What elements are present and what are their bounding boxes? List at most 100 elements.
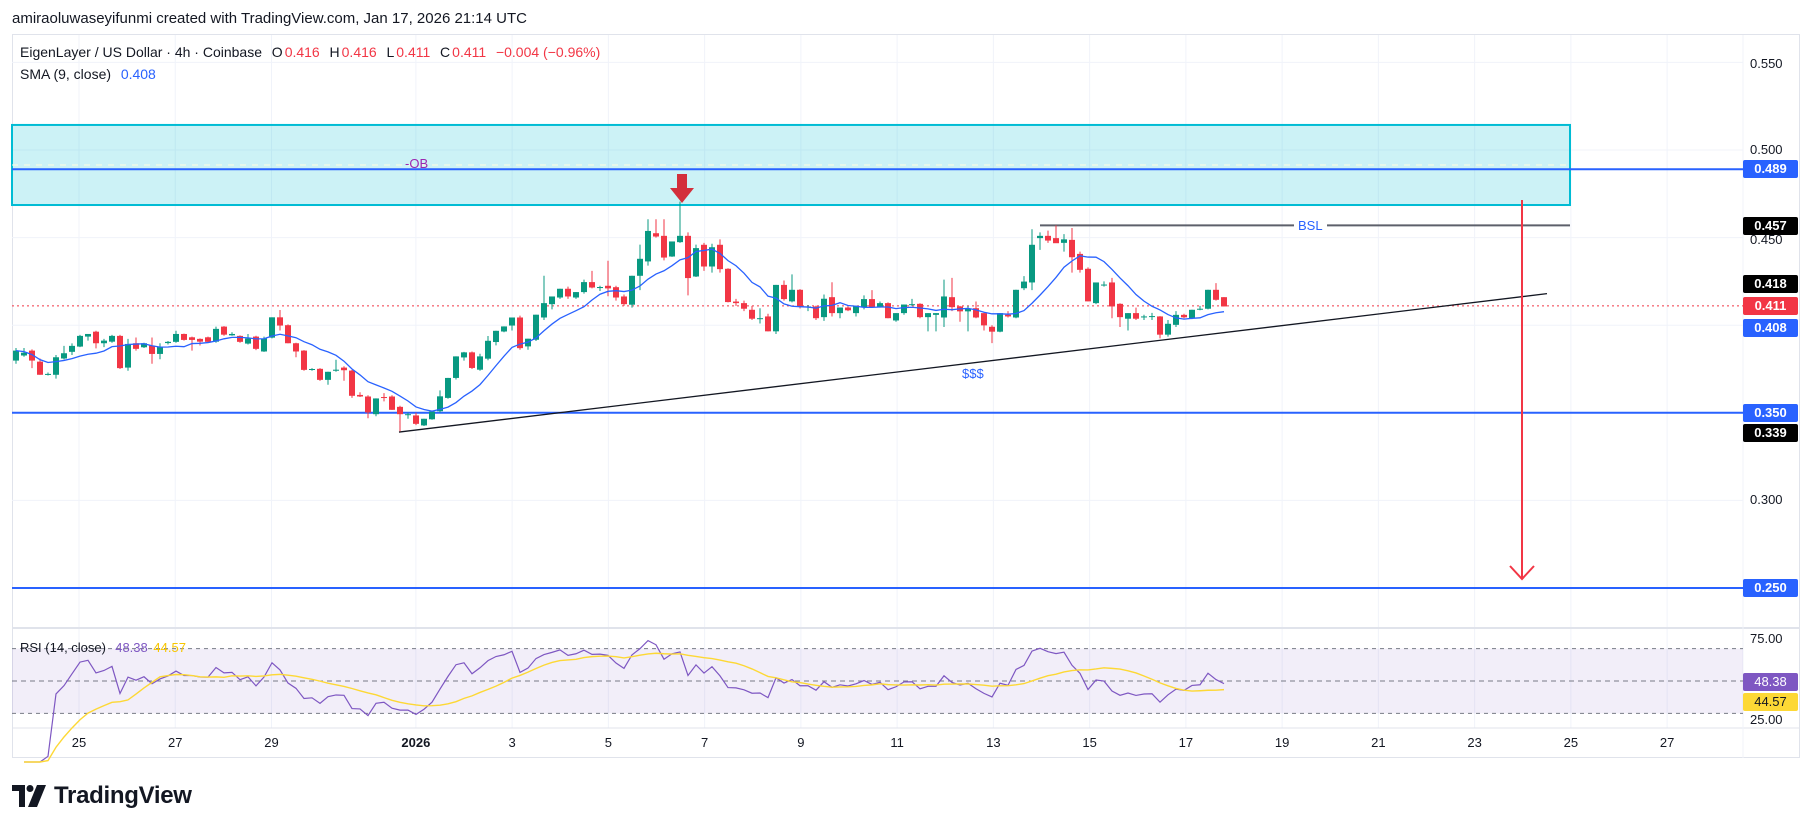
candle-body: [549, 296, 555, 305]
candle-body: [229, 333, 235, 336]
candle-body: [989, 326, 995, 332]
candle-body: [53, 357, 59, 375]
sma-line: [15, 248, 1225, 412]
price-tick: 0.450: [1750, 232, 1783, 247]
candle-body: [661, 235, 667, 258]
candle-body: [789, 289, 795, 302]
candle-body: [573, 292, 579, 298]
candle-body: [1197, 308, 1203, 310]
candle-body: [877, 303, 883, 308]
candle-body: [365, 396, 371, 413]
attribution-text: amiraoluwaseyifunmi created with Trading…: [12, 10, 527, 27]
sma-legend[interactable]: SMA (9, close) 0.408: [20, 66, 158, 82]
logo-text: TradingView: [54, 782, 192, 809]
projection-arrowhead-icon: [1509, 565, 1535, 581]
candle-body: [1053, 238, 1059, 244]
candle-body: [317, 368, 323, 380]
candle-body: [357, 394, 363, 397]
candle-body: [613, 287, 619, 298]
candle-body: [949, 297, 955, 308]
candle-body: [1029, 244, 1035, 283]
candle-body: [1069, 239, 1075, 258]
rsi-tick: 75.00: [1750, 631, 1783, 646]
candle-body: [445, 377, 451, 398]
low-value: 0.411: [396, 44, 431, 60]
candle-body: [77, 335, 83, 347]
price-tag-level: 0.250: [1743, 579, 1798, 597]
liquidity-label[interactable]: $$$: [962, 366, 984, 381]
candle-body: [381, 397, 387, 399]
candle-body: [1093, 282, 1099, 304]
candle-body: [893, 313, 899, 321]
chart-frame: [12, 34, 1800, 758]
candle-body: [917, 303, 923, 318]
rsi-legend[interactable]: RSI (14, close) 48.38 44.57: [20, 640, 188, 655]
candle-body: [69, 345, 75, 352]
candle-body: [29, 350, 35, 361]
candle-body: [821, 298, 827, 318]
candle-body: [861, 299, 867, 308]
candle-body: [1125, 313, 1131, 319]
close-value: 0.411: [452, 44, 487, 60]
candle-body: [269, 317, 275, 338]
tradingview-logo[interactable]: TradingView: [12, 782, 192, 810]
candle-body: [125, 343, 131, 368]
candle-body: [485, 340, 491, 359]
candle-body: [501, 326, 507, 332]
candle-body: [741, 303, 747, 309]
candle-body: [757, 318, 763, 320]
candle-body: [389, 396, 395, 410]
candle-body: [13, 350, 19, 361]
candle-body: [213, 328, 219, 342]
open-label: O: [271, 44, 283, 60]
candle-body: [933, 313, 939, 315]
candle-body: [853, 305, 859, 314]
candle-body: [117, 335, 123, 369]
candle-body: [581, 282, 587, 293]
date-tick: 25: [71, 735, 87, 750]
candle-body: [373, 398, 379, 415]
candle-body: [885, 303, 891, 319]
candle-body: [637, 258, 643, 276]
candle-body: [1045, 235, 1051, 241]
candle-body: [1213, 289, 1219, 300]
candle-body: [1181, 314, 1187, 318]
candle-body: [589, 282, 595, 288]
candle-body: [901, 304, 907, 314]
date-tick: 17: [1178, 735, 1194, 750]
candle-body: [669, 241, 675, 257]
candle-body: [925, 313, 931, 318]
candle-body: [1141, 316, 1147, 318]
candle-body: [725, 268, 731, 303]
date-tick: 25: [1563, 735, 1579, 750]
rsi-ma-value: 44.57: [153, 640, 186, 655]
candle-body: [1165, 323, 1171, 335]
candle-body: [1021, 281, 1027, 289]
candle-body: [173, 333, 179, 342]
candle-body: [189, 337, 195, 340]
candle-body: [1101, 284, 1107, 286]
candle-body: [965, 308, 971, 312]
date-tick: 9: [797, 735, 805, 750]
order-block-label[interactable]: -OB: [405, 156, 429, 171]
candle-body: [973, 308, 979, 318]
candle-body: [693, 248, 699, 277]
bsl-label[interactable]: BSL: [1294, 218, 1327, 233]
date-tick: 11: [890, 735, 904, 750]
candle-body: [261, 338, 267, 352]
candle-body: [517, 317, 523, 349]
price-tag-level: 0.489: [1743, 160, 1798, 178]
price-tag-last: 0.411: [1743, 297, 1798, 315]
candle-body: [541, 303, 547, 318]
candle-body: [677, 235, 683, 243]
candle-body: [1221, 297, 1227, 307]
candle-body: [941, 296, 947, 318]
symbol-title[interactable]: EigenLayer / US Dollar · 4h · Coinbase: [20, 44, 263, 60]
candle-body: [453, 356, 459, 378]
candle-body: [205, 337, 211, 342]
change-value: −0.004 (−0.96%): [495, 44, 601, 60]
candle-body: [237, 335, 243, 342]
candle-body: [1109, 282, 1115, 307]
price-tag-level: 0.350: [1743, 404, 1798, 422]
